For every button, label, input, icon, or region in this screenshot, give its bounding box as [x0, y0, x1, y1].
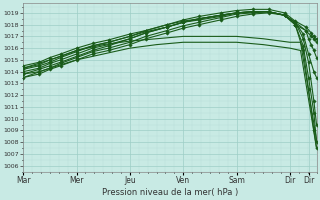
X-axis label: Pression niveau de la mer( hPa ): Pression niveau de la mer( hPa ): [102, 188, 238, 197]
